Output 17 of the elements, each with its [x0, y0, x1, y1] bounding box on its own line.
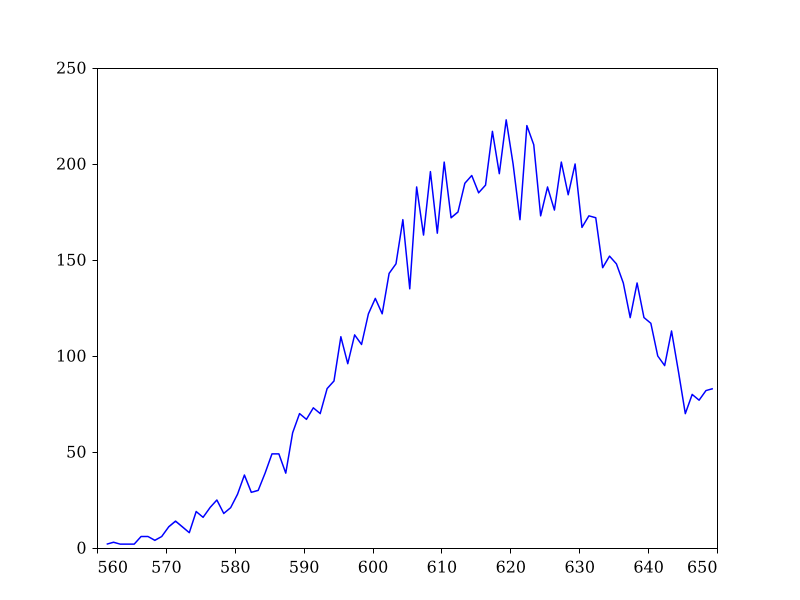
y-tick-label: 100 — [56, 346, 86, 366]
x-tick-label: 620 — [496, 558, 526, 576]
y-tick-label: 150 — [56, 250, 86, 270]
x-tick-label: 610 — [426, 558, 458, 576]
line-series — [106, 119, 714, 545]
x-tick-label: 650 — [686, 558, 718, 576]
y-tick-label: 250 — [56, 58, 86, 78]
x-tick-label: 630 — [564, 558, 595, 576]
y-tick-label: 200 — [56, 154, 86, 174]
y-tick-label: 50 — [66, 442, 86, 462]
x-tick-label: 580 — [220, 558, 251, 576]
x-tick-label: 570 — [151, 558, 182, 576]
x-tick-label: 560 — [98, 558, 128, 576]
x-tick-label: 590 — [288, 558, 320, 576]
x-tick-label: 600 — [358, 558, 388, 576]
y-tick-label: 0 — [76, 538, 86, 558]
x-tick-label: 640 — [633, 558, 664, 576]
